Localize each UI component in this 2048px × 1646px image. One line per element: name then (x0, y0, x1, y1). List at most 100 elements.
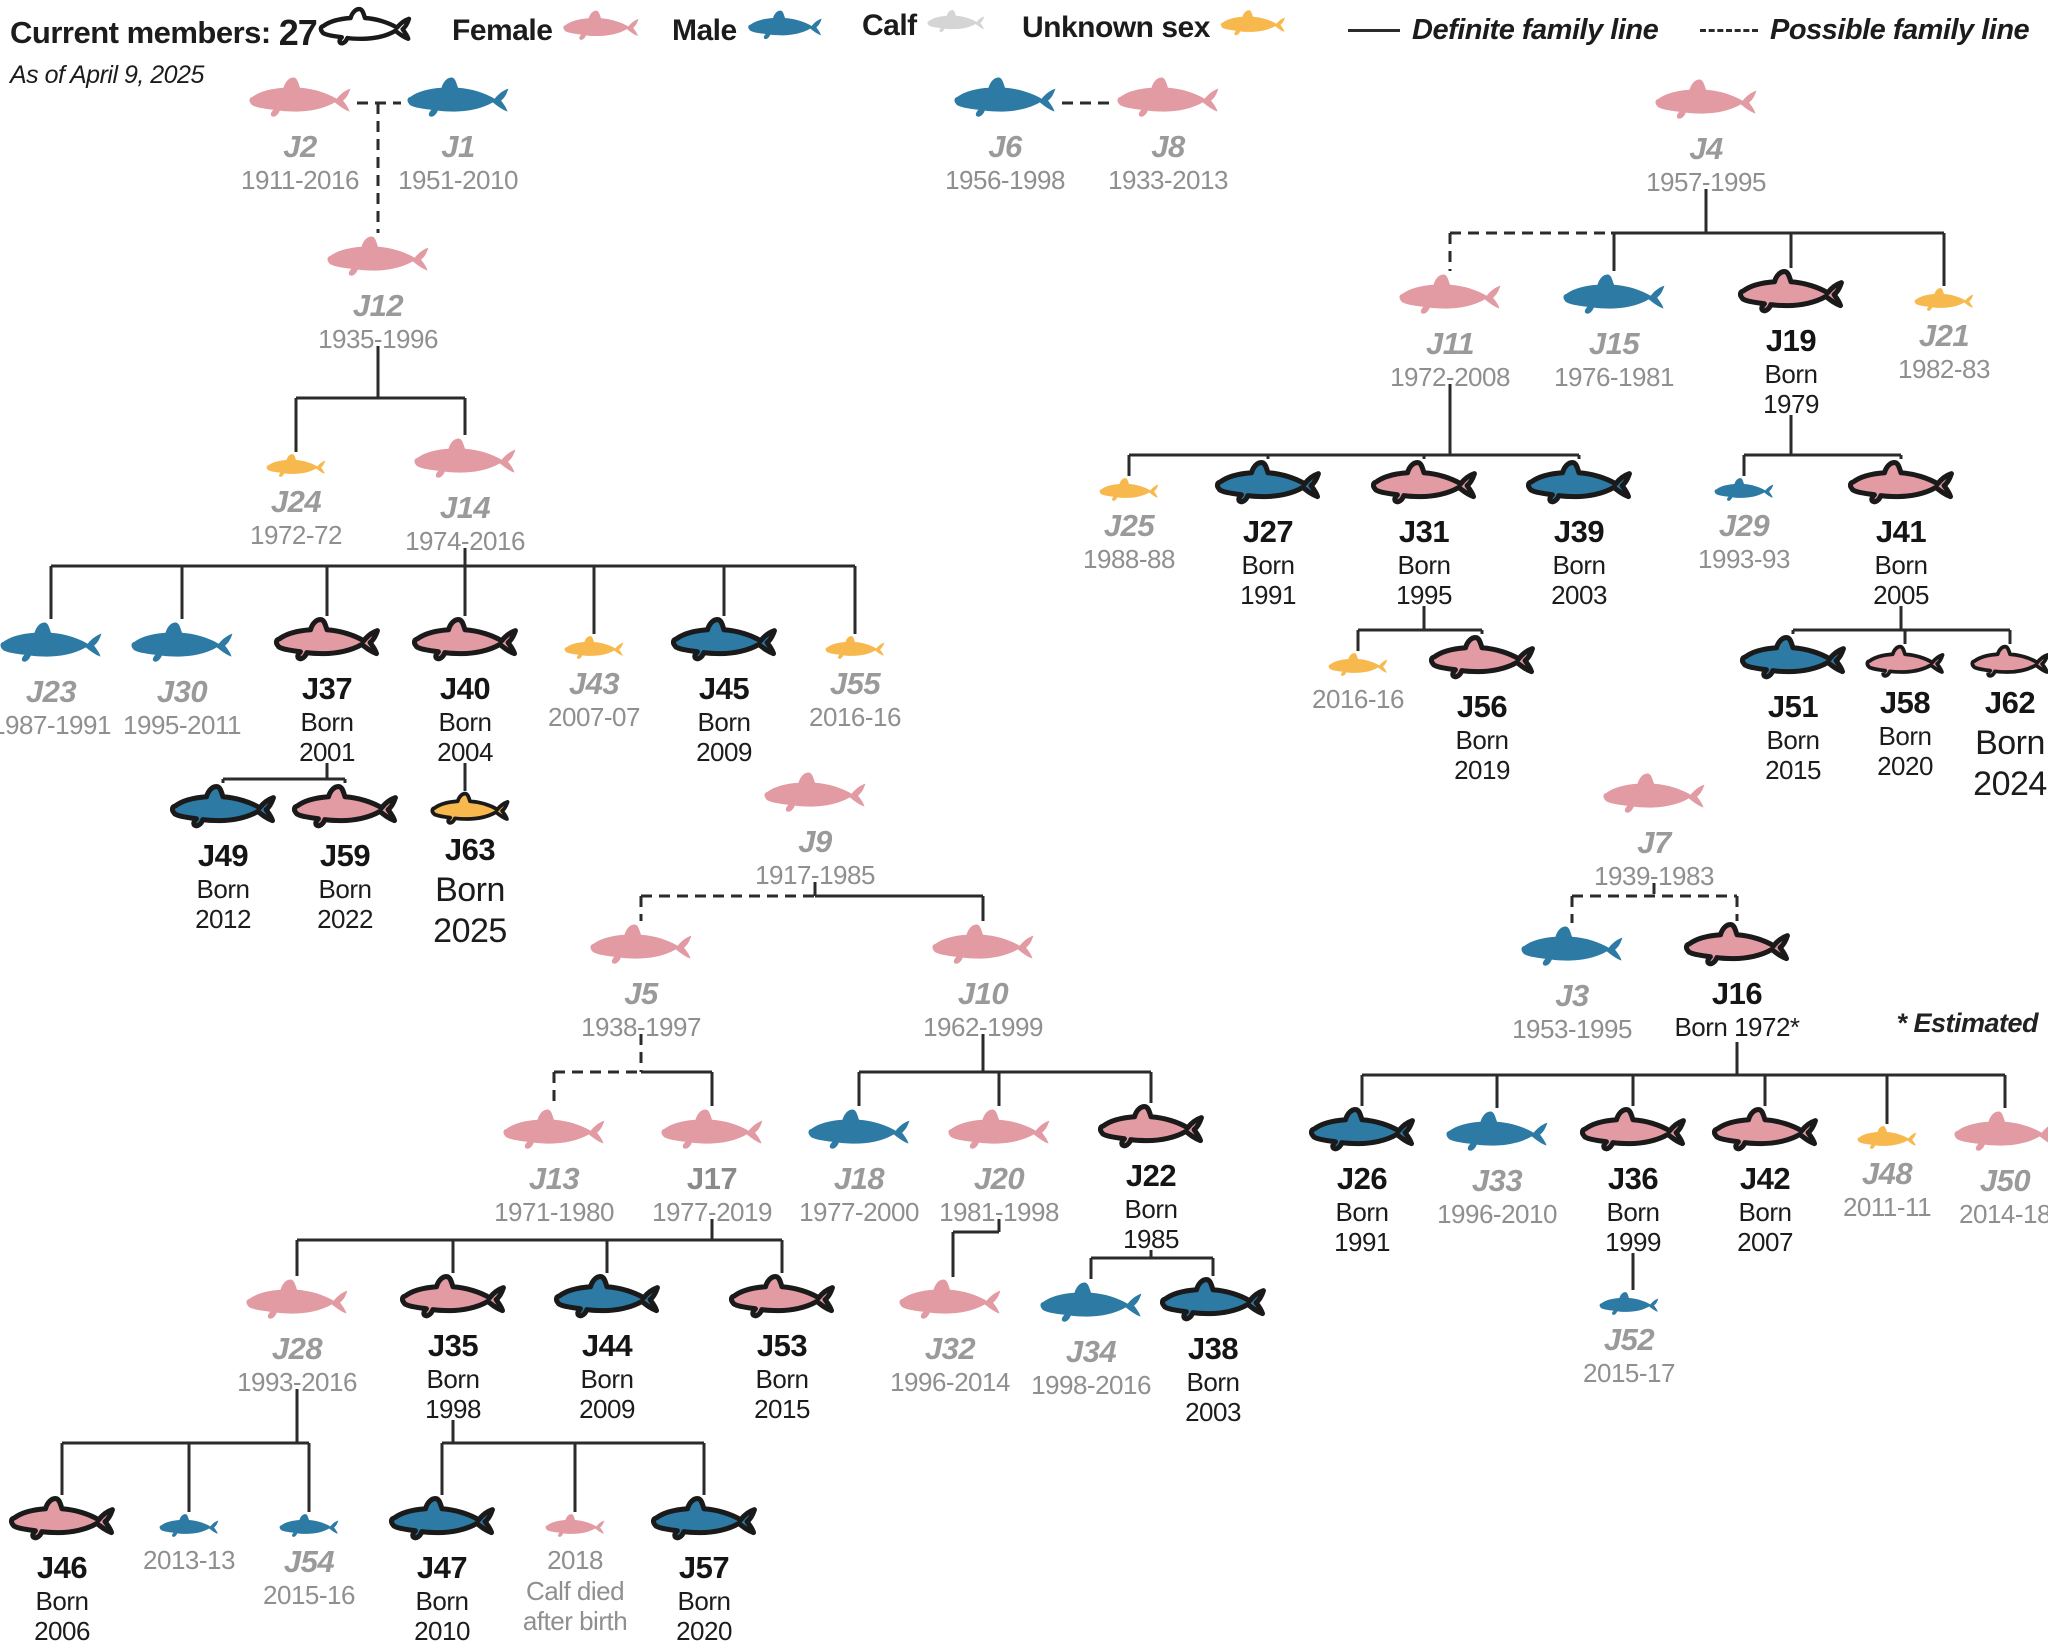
orca-icon (661, 1109, 763, 1149)
tree-node-J31: J31 Born 1995 (1329, 459, 1519, 610)
orca-icon (764, 772, 866, 812)
node-id-label: J35 (427, 1328, 479, 1363)
orca-icon (407, 77, 509, 117)
node-detail-label: Born (1241, 549, 1295, 580)
node-detail-label: 1962-1999 (923, 1011, 1043, 1042)
node-detail-label: Born (1738, 1196, 1792, 1227)
tree-node-J11: J11 1972-2008 (1355, 271, 1545, 391)
orca-icon (1040, 1282, 1142, 1322)
orca-icon (1599, 1292, 1659, 1315)
node-detail-label: 2004 (437, 737, 493, 768)
orca-icon (1865, 644, 1945, 678)
tree-node-J38: J38 Born 2003 (1118, 1276, 1308, 1427)
node-detail-label: Born (1124, 1193, 1178, 1224)
tree-node-J49: J49 Born 2012 (128, 783, 318, 934)
tree-node-J45: J45 Born 2009 (629, 616, 819, 767)
orca-icon (1954, 1111, 2048, 1151)
node-detail-label: 2005 (1873, 580, 1929, 611)
node-id-label: J63 (444, 832, 496, 867)
node-detail-label: 1956-1998 (945, 164, 1065, 195)
node-detail-label: Born (196, 873, 250, 904)
orca-icon (1446, 1111, 1548, 1151)
as-of-date: As of April 9, 2025 (10, 61, 204, 89)
node-id-label: J3 (1555, 978, 1589, 1013)
node-detail-label: 2016-16 (1312, 684, 1404, 714)
node-detail-label: Born (580, 1363, 634, 1394)
node-detail-label: Calf died (525, 1575, 625, 1606)
node-detail-label: 2001 (299, 737, 355, 768)
node-detail-label: 1998 (425, 1394, 481, 1425)
legend-calf-label: Calf (862, 9, 917, 42)
node-detail-label: 1977-2000 (799, 1196, 919, 1227)
node-id-label: J29 (1718, 508, 1770, 543)
tree-node-J24: J24 1972-72 (201, 452, 391, 549)
node-id-label: J41 (1875, 514, 1927, 549)
node-detail-label: 2015 (1765, 755, 1821, 786)
orca-icon (327, 236, 429, 276)
legend-male: Male (672, 8, 825, 53)
tree-node-J55: J55 2016-16 (760, 634, 950, 731)
orca-icon (553, 1274, 660, 1319)
orca-icon (1328, 653, 1388, 676)
node-detail-label: 1938-1997 (581, 1011, 701, 1042)
node-detail-label: 1996-2010 (1437, 1198, 1557, 1229)
orca-icon (932, 924, 1034, 964)
node-detail-label: Born (435, 870, 505, 909)
orca-icon (590, 924, 692, 964)
node-id-label: J42 (1739, 1161, 1791, 1196)
node-id-label: J43 (568, 666, 620, 701)
node-detail-label: 1993-2016 (237, 1366, 357, 1397)
estimated-footnote: * Estimated (1896, 1008, 2038, 1038)
tree-node-J41: J41 Born 2005 (1806, 459, 1996, 610)
node-detail-label: 2022 (317, 904, 373, 935)
node-id-label: J30 (156, 674, 208, 709)
node-detail-label: 2003 (1185, 1397, 1241, 1428)
tree-node-J48: J48 2011-11 (1792, 1124, 1982, 1221)
node-id-label: J54 (283, 1544, 335, 1579)
tree-node-J19: J19 Born 1979 (1696, 268, 1886, 419)
node-id-label: J62 (1984, 685, 2036, 720)
orca-icon (1117, 77, 1219, 117)
node-detail-label: 1917-1985 (755, 859, 875, 890)
tree-node-J58: J58 Born 2020 (1810, 644, 2000, 781)
orca-icon (1737, 269, 1844, 314)
node-detail-label: 1933-2013 (1108, 164, 1228, 195)
node-detail-label: 1987-1991 (0, 709, 111, 740)
node-detail-label: 2009 (579, 1394, 635, 1425)
orca-icon (747, 10, 822, 40)
legend-male-label: Male (672, 13, 737, 47)
node-id-label: J33 (1471, 1163, 1523, 1198)
tree-node-J63: J63 Born 2025 (375, 791, 565, 949)
node-id-label: J4 (1689, 131, 1723, 166)
node-id-label: J28 (271, 1331, 323, 1366)
family-tree: J2 1911-2016 J1 1951-2010 J12 1935-1996 J24… (0, 77, 2048, 1645)
orca-icon (388, 1496, 495, 1541)
tree-node-J33: J33 1996-2010 (1402, 1108, 1592, 1228)
tree-node-J44: J44 Born 2009 (512, 1273, 702, 1424)
unknown-whale-icon (1218, 8, 1288, 48)
node-detail-label: 2024 (1973, 764, 2047, 803)
node-id-label: J46 (36, 1550, 88, 1585)
tree-node-J53: J53 Born 2015 (687, 1273, 877, 1424)
node-detail-label: 2013-13 (143, 1545, 235, 1575)
node-detail-label: 1982-83 (1898, 353, 1990, 384)
node-id-label: J52 (1603, 1322, 1655, 1357)
orca-icon (825, 636, 885, 659)
node-detail-label: 1935-1996 (318, 323, 438, 354)
node-id-label: J57 (678, 1550, 730, 1585)
node-detail-label: Born (1335, 1196, 1389, 1227)
legend-unknown-sex: Unknown sex (1022, 8, 1288, 48)
current-members-count: 27 (278, 11, 318, 53)
tree-node-J13: J13 1971-1980 (459, 1106, 649, 1226)
orca-icon (1214, 460, 1321, 505)
node-detail-label: Born (1397, 549, 1451, 580)
node-detail-label: 2006 (34, 1616, 90, 1646)
orca-icon (1428, 635, 1535, 680)
node-id-label: J23 (25, 674, 77, 709)
orca-icon (899, 1279, 1001, 1319)
orca-icon (1099, 478, 1159, 501)
node-detail-label: Born (438, 706, 492, 737)
orca-icon (1308, 1107, 1415, 1152)
tree-node-J59: J59 Born 2022 (250, 783, 440, 934)
legend-female: Female (452, 8, 642, 54)
